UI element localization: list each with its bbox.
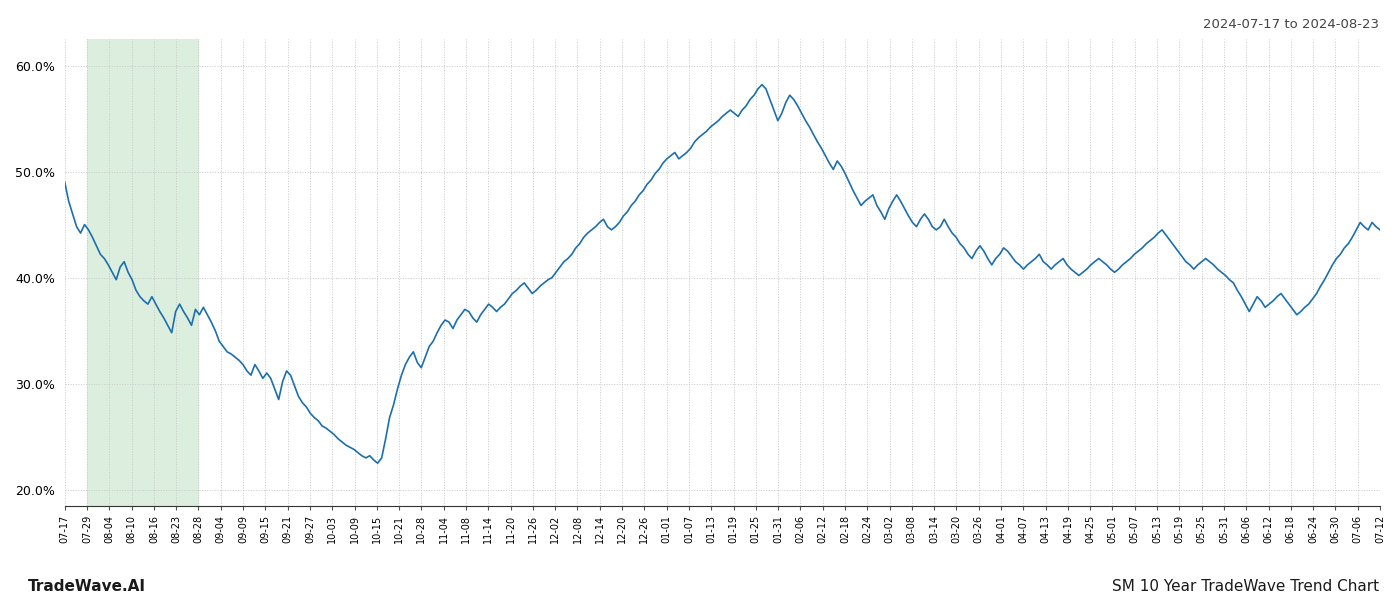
Text: SM 10 Year TradeWave Trend Chart: SM 10 Year TradeWave Trend Chart	[1112, 579, 1379, 594]
Text: 2024-07-17 to 2024-08-23: 2024-07-17 to 2024-08-23	[1203, 18, 1379, 31]
Text: TradeWave.AI: TradeWave.AI	[28, 579, 146, 594]
Bar	[87, 39, 199, 506]
